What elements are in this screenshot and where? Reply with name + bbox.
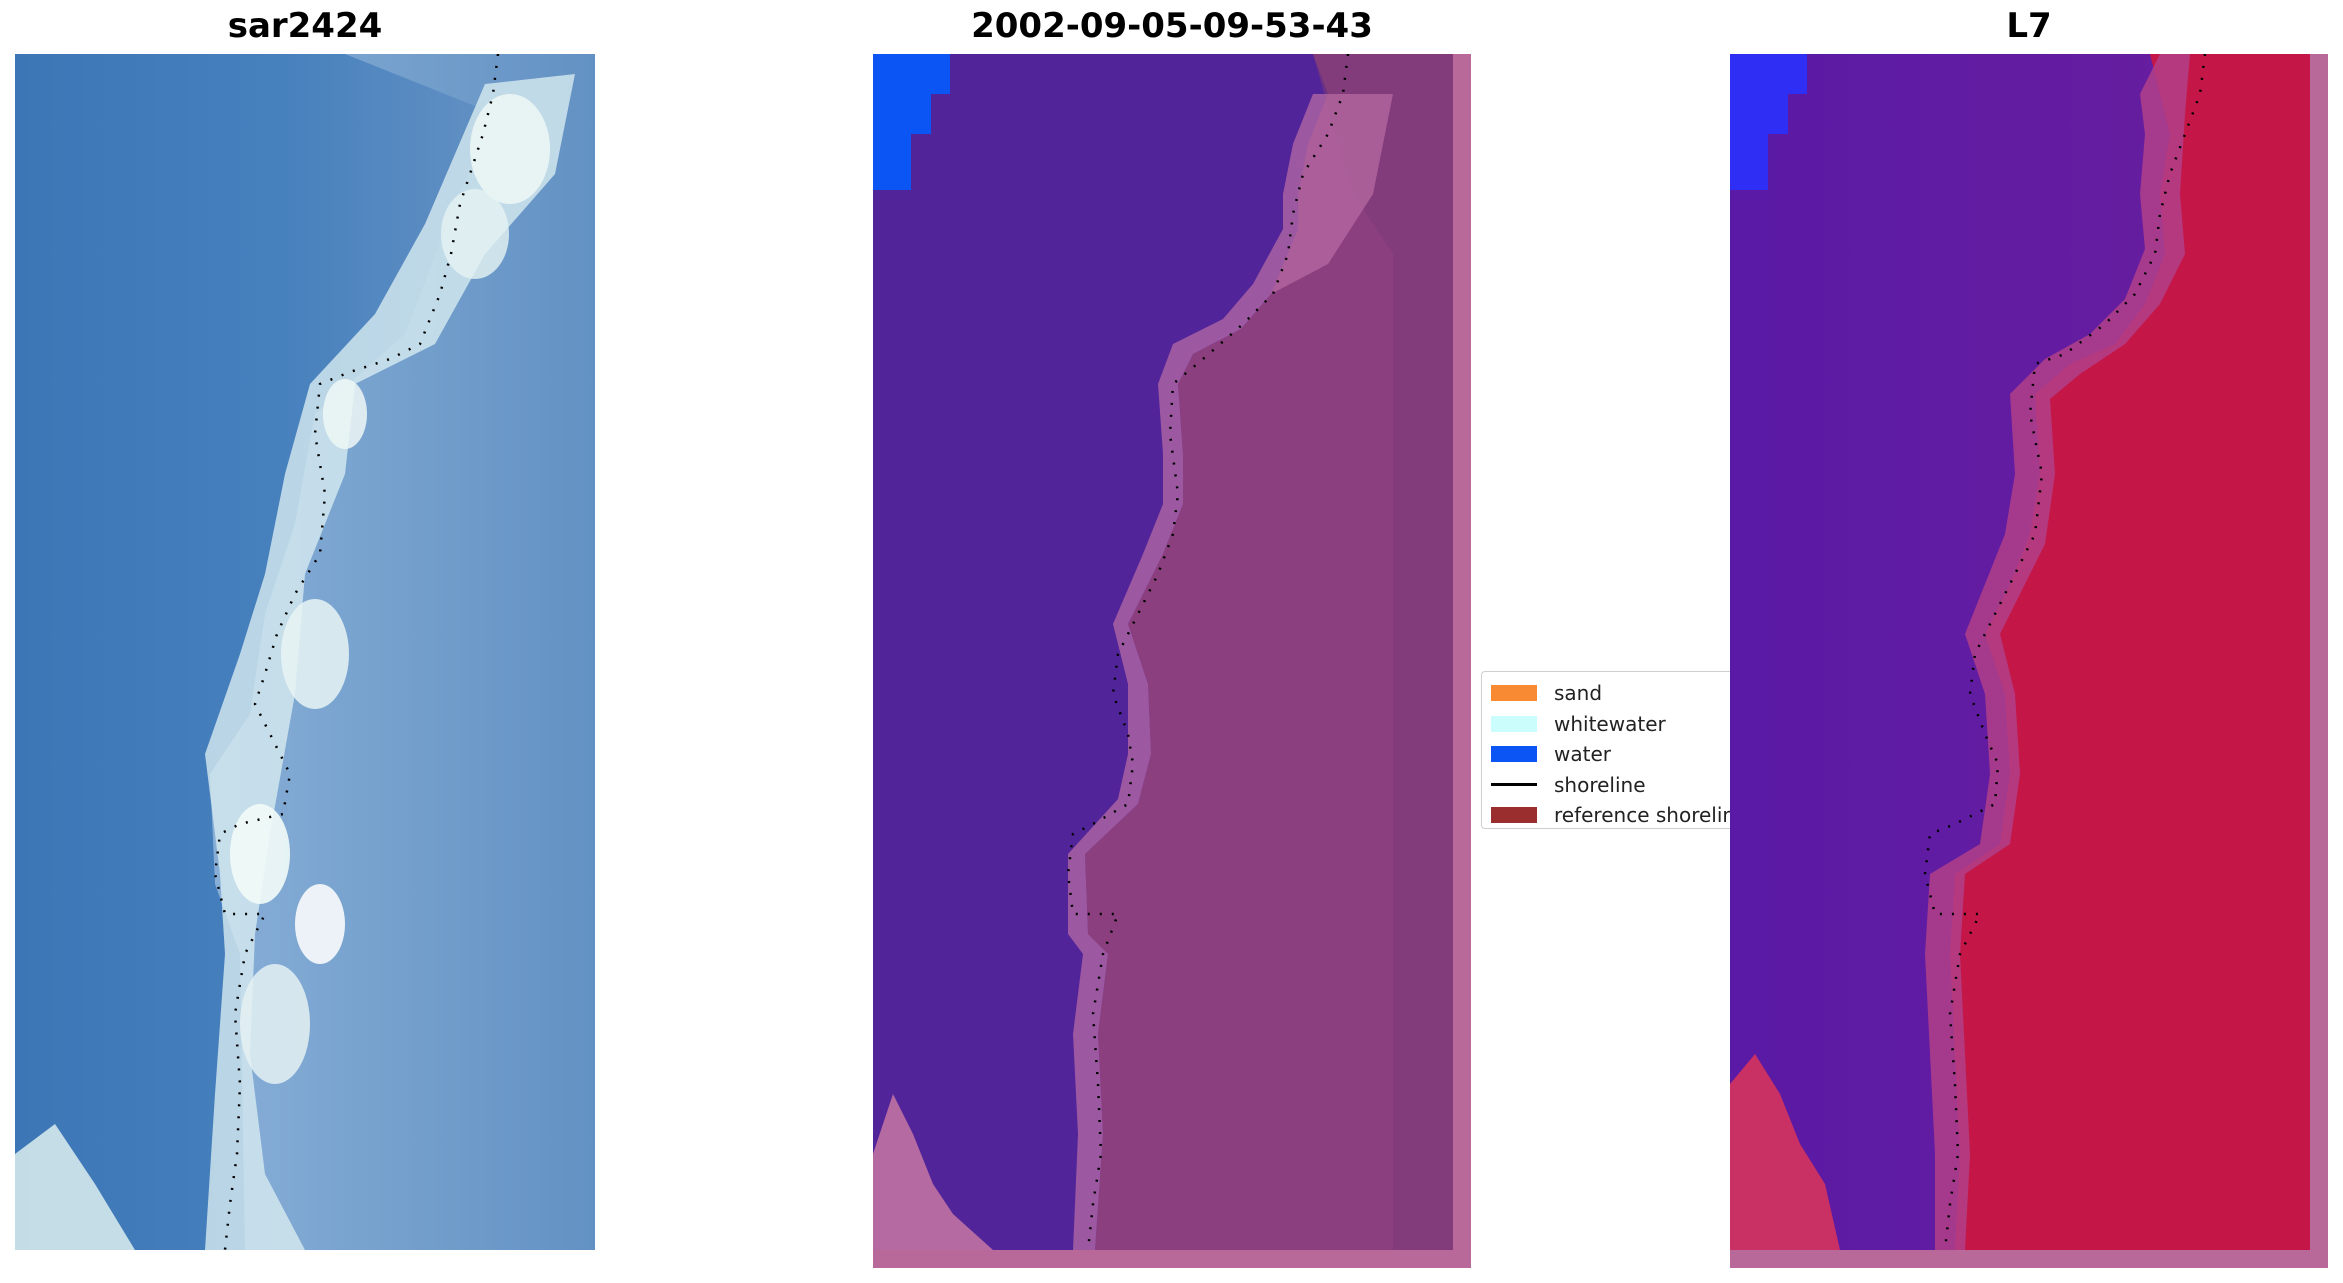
legend-label: water	[1554, 742, 1611, 767]
rgb-image-panel	[15, 54, 595, 1250]
panel-title-classification: 2002-09-05-09-53-43	[971, 6, 1373, 46]
whitewater-swatch	[1491, 715, 1537, 732]
legend-item-water: water	[1491, 739, 1730, 770]
rgb-image	[15, 54, 595, 1250]
legend-label: whitewater	[1554, 711, 1666, 736]
legend-label: shoreline	[1554, 772, 1646, 797]
shoreline-line-swatch	[1491, 783, 1537, 787]
reference-shoreline-swatch	[1491, 807, 1537, 824]
legend-item-reference-shoreline: reference shoreline	[1491, 800, 1730, 828]
legend-item-sand: sand	[1491, 678, 1730, 709]
water-swatch	[1491, 746, 1537, 763]
sand-swatch	[1491, 685, 1537, 702]
classification-image	[873, 54, 1471, 1268]
panel-title-index: L7	[2006, 6, 2052, 46]
index-panel	[1730, 54, 2328, 1268]
index-image	[1730, 54, 2328, 1268]
classification-panel	[873, 54, 1471, 1268]
legend-label: reference shoreline	[1554, 803, 1730, 828]
legend-item-shoreline: shoreline	[1491, 770, 1730, 801]
legend-item-whitewater: whitewater	[1491, 709, 1730, 740]
panel-title-rgb: sar2424	[227, 6, 383, 46]
legend-label: sand	[1554, 681, 1603, 706]
legend: sand whitewater water shoreline referenc…	[1481, 671, 1730, 829]
